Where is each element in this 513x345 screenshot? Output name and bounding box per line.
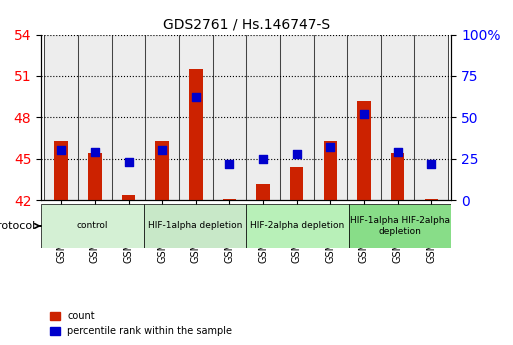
- Bar: [391, 153, 404, 200]
- Bar: [347, 34, 381, 200]
- Bar: [189, 69, 203, 200]
- Bar: [349, 204, 451, 248]
- Bar: [290, 167, 303, 200]
- Point: [225, 161, 233, 166]
- Bar: [357, 101, 371, 200]
- Point: [360, 111, 368, 117]
- Text: protocol: protocol: [0, 221, 41, 231]
- Bar: [145, 34, 179, 200]
- Bar: [246, 34, 280, 200]
- Text: HIF-1alpha HIF-2alpha
depletion: HIF-1alpha HIF-2alpha depletion: [350, 216, 450, 236]
- Point: [427, 161, 436, 166]
- Bar: [179, 34, 212, 200]
- Bar: [212, 34, 246, 200]
- Bar: [223, 199, 236, 200]
- Bar: [425, 199, 438, 200]
- Bar: [112, 34, 145, 200]
- Legend: count, percentile rank within the sample: count, percentile rank within the sample: [46, 307, 236, 340]
- Point: [393, 149, 402, 155]
- Bar: [280, 34, 313, 200]
- Text: HIF-2alpha depletion: HIF-2alpha depletion: [250, 221, 345, 230]
- Bar: [78, 34, 112, 200]
- Point: [259, 156, 267, 161]
- Bar: [88, 153, 102, 200]
- Point: [91, 149, 99, 155]
- Bar: [256, 184, 270, 200]
- Point: [326, 144, 334, 150]
- Bar: [324, 141, 337, 200]
- Bar: [155, 141, 169, 200]
- Point: [124, 159, 132, 165]
- Point: [292, 151, 301, 157]
- Bar: [246, 204, 349, 248]
- Point: [57, 148, 65, 153]
- Bar: [41, 204, 144, 248]
- Bar: [54, 141, 68, 200]
- Text: control: control: [76, 221, 108, 230]
- Bar: [45, 34, 78, 200]
- Bar: [415, 34, 448, 200]
- Bar: [381, 34, 415, 200]
- Point: [158, 148, 166, 153]
- Text: HIF-1alpha depletion: HIF-1alpha depletion: [148, 221, 242, 230]
- Bar: [313, 34, 347, 200]
- Title: GDS2761 / Hs.146747-S: GDS2761 / Hs.146747-S: [163, 18, 330, 32]
- Bar: [144, 204, 246, 248]
- Point: [192, 95, 200, 100]
- Bar: [122, 195, 135, 200]
